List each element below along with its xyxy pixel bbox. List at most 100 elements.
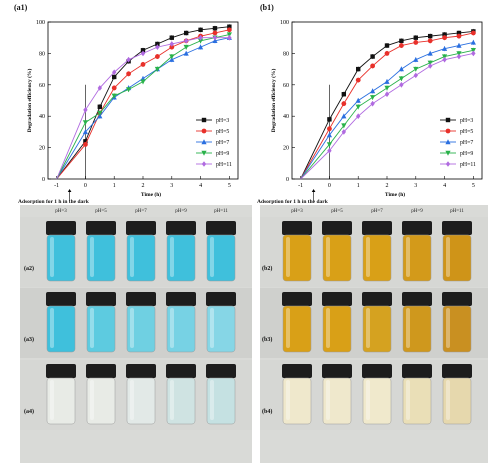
b-vial-1-2 — [362, 292, 392, 353]
b-vial-highlight-0-0 — [286, 237, 290, 277]
row-label-a2: (a2) — [24, 266, 34, 272]
b1-series-line-1 — [300, 32, 474, 180]
a1-xtick-label-5: 4 — [199, 183, 202, 189]
a-vial-highlight-1-1 — [90, 308, 94, 348]
b1-ytick-label-1: 20 — [283, 146, 289, 152]
a1-point-0-10 — [212, 26, 218, 31]
a1-point-3-5 — [140, 79, 146, 85]
b1-point-1-7 — [413, 40, 419, 45]
a-vial-highlight-0-0 — [50, 237, 54, 277]
a-vial-0-0 — [46, 221, 76, 282]
b1-legend-label-2: pH=7 — [460, 140, 473, 146]
a-vial-2-3 — [166, 364, 196, 425]
a1-point-0-6 — [155, 41, 160, 47]
chart-b1-svg: 0 20 40 60 80 100 -1 0 1 2 3 4 5 Time (h) Degradation … — [270, 20, 483, 201]
a-vial-highlight-2-2 — [130, 380, 134, 420]
b1-point-2-3 — [355, 97, 361, 103]
b1-point-3-9 — [441, 54, 448, 60]
a1-point-0-2 — [97, 104, 103, 109]
b1-point-4-7 — [413, 72, 418, 79]
panel-label-b1: (b1) — [260, 3, 274, 12]
b1-point-2-8 — [427, 50, 433, 56]
a1-point-0-8 — [183, 30, 189, 36]
b-vial-cap-1-3 — [402, 292, 432, 306]
b1-point-2-7 — [413, 56, 419, 62]
b1-series-line-4 — [300, 52, 474, 180]
a1-y-axis-label: Degradation efficiency (%) — [26, 69, 33, 133]
a1-point-2-1 — [82, 129, 89, 135]
a-vial-highlight-2-4 — [210, 380, 214, 420]
b-vial-0-4 — [442, 221, 472, 282]
a-vial-liquid-0-4 — [206, 234, 236, 282]
b-vial-highlight-2-4 — [446, 380, 450, 420]
b-vial-highlight-1-3 — [406, 308, 410, 348]
a-col-label-0: pH=3 — [55, 209, 67, 214]
a-vial-liquid-2-2 — [126, 377, 156, 425]
a-vial-1-3 — [166, 292, 196, 353]
a1-series-0 — [56, 24, 232, 180]
a1-point-2-9 — [197, 44, 204, 50]
a-vial-cap-0-3 — [166, 221, 196, 235]
a-vial-cap-1-2 — [126, 292, 156, 306]
b-vial-1-4 — [442, 292, 472, 353]
b-vial-cap-1-1 — [322, 292, 352, 306]
a-vial-liquid-1-3 — [166, 305, 196, 353]
a1-series-line-0 — [56, 26, 230, 180]
b-vial-1-0 — [282, 292, 312, 353]
a-vial-cap-2-2 — [126, 364, 156, 378]
a-vial-liquid-1-4 — [206, 305, 236, 353]
b1-point-4-3 — [356, 113, 361, 119]
a-vial-liquid-1-1 — [86, 305, 116, 353]
a-vial-highlight-2-0 — [50, 380, 54, 420]
b1-point-2-6 — [398, 66, 404, 72]
a-col-label-2: pH=7 — [135, 209, 147, 214]
a1-point-3-11 — [226, 32, 232, 38]
b1-point-3-11 — [470, 48, 476, 53]
b1-point-3-3 — [355, 104, 361, 110]
b1-point-0-2 — [341, 92, 347, 97]
b1-ytick-label-5: 100 — [280, 20, 289, 26]
a-vial-1-1 — [86, 292, 116, 353]
a1-xtick-label-1: 0 — [84, 183, 87, 189]
dark-adsorption-note-b: Adsorption for 1 h in the dark — [257, 199, 328, 205]
b1-legend-marker-1 — [445, 128, 451, 134]
b-vial-liquid-2-2 — [362, 377, 392, 425]
b-vial-cap-0-3 — [402, 221, 432, 235]
a1-point-3-9 — [197, 38, 204, 44]
a1-point-0-9 — [198, 27, 203, 33]
a1-point-1-7 — [169, 44, 175, 50]
a-vial-0-4 — [206, 221, 236, 282]
a1-legend-label-3: pH=9 — [216, 151, 229, 157]
b1-point-4-9 — [442, 56, 447, 63]
b-vial-cap-2-1 — [322, 364, 352, 378]
b-vial-cap-2-0 — [282, 364, 312, 378]
a-vial-cap-2-4 — [206, 364, 236, 378]
b1-xtick-label-4: 3 — [414, 183, 417, 189]
a-vial-liquid-0-1 — [86, 234, 116, 282]
b-vial-0-0 — [282, 221, 312, 282]
a1-point-4-2 — [97, 85, 103, 91]
b-vial-highlight-1-0 — [286, 308, 290, 348]
b1-point-0-1 — [327, 117, 332, 122]
row-label-b3: (b3) — [262, 337, 273, 343]
a-vial-liquid-2-4 — [206, 377, 236, 425]
a-vial-liquid-1-0 — [46, 305, 76, 353]
a1-xtick-label-4: 3 — [170, 183, 173, 189]
a1-legend-label-0: pH=3 — [216, 118, 229, 124]
b1-point-3-5 — [384, 85, 390, 91]
b1-point-3-4 — [370, 95, 376, 101]
b-vial-liquid-1-0 — [282, 305, 312, 353]
a1-point-2-8 — [183, 50, 189, 56]
a1-legend-label-2: pH=7 — [216, 140, 229, 146]
b1-point-0-4 — [370, 54, 375, 59]
a-vial-cap-0-2 — [126, 221, 156, 235]
a1-legend-label-1: pH=5 — [216, 129, 229, 135]
b1-legend-label-1: pH=5 — [460, 129, 473, 135]
a1-point-4-6 — [155, 44, 160, 50]
dark-adsorption-note-a: Adsorption for 1 h in the dark — [18, 199, 89, 205]
a1-point-4-11 — [227, 34, 232, 41]
a1-point-0-3 — [112, 74, 117, 80]
b-vial-cap-0-2 — [362, 221, 392, 235]
a1-xtick-label-2: 1 — [113, 183, 116, 189]
a-vial-cap-1-1 — [86, 292, 116, 306]
